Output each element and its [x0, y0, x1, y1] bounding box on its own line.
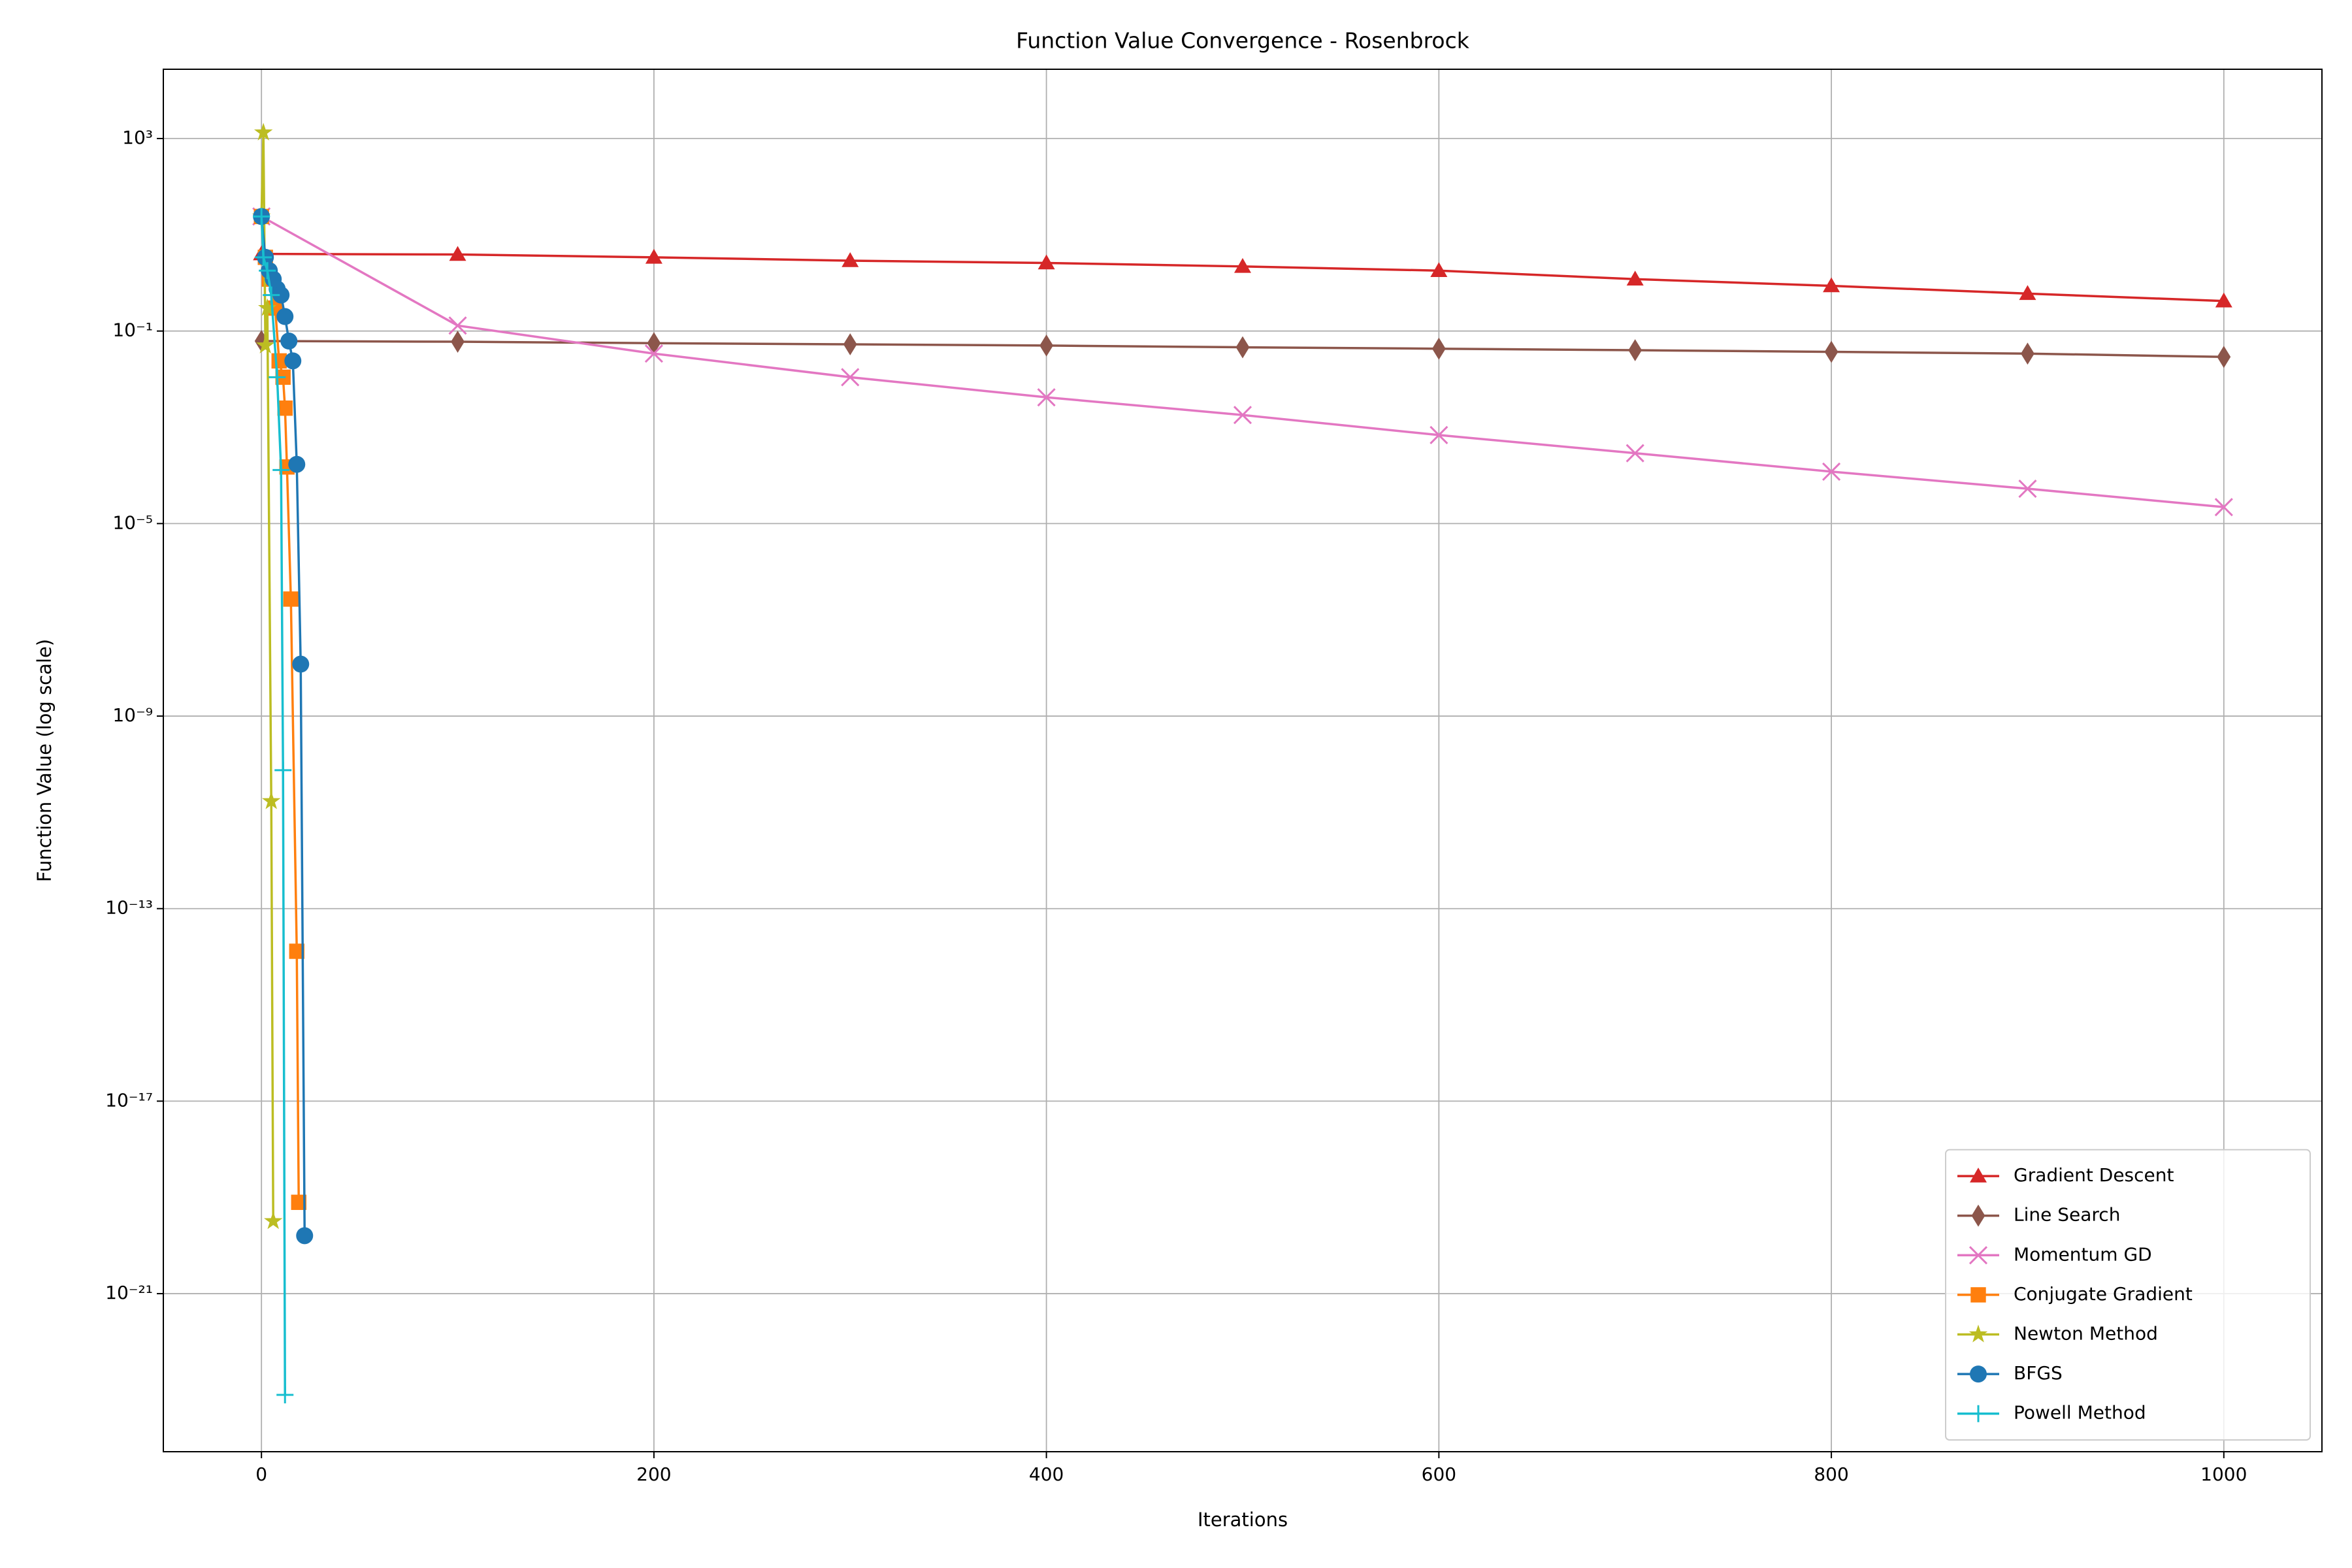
marker — [2019, 285, 2036, 301]
series-line — [260, 131, 274, 1222]
marker — [1823, 277, 1840, 293]
marker — [276, 1386, 294, 1403]
marker — [1970, 1287, 1986, 1303]
marker — [255, 248, 272, 266]
chart-title: Function Value Convergence - Rosenbrock — [1016, 28, 1470, 54]
legend-label: Conjugate Gradient — [2014, 1283, 2193, 1305]
marker — [280, 333, 298, 350]
marker — [1235, 336, 1250, 359]
marker — [269, 368, 286, 386]
x-tick-label: 600 — [1422, 1463, 1456, 1485]
legend-label: BFGS — [2014, 1362, 2063, 1384]
marker — [257, 298, 277, 316]
marker — [1970, 1405, 1987, 1422]
marker — [261, 791, 281, 809]
marker — [1970, 1168, 1987, 1183]
marker — [841, 252, 859, 267]
marker — [263, 1211, 283, 1230]
marker — [1625, 444, 1644, 463]
legend-label: Line Search — [2014, 1204, 2120, 1226]
x-tick-label: 800 — [1814, 1463, 1848, 1485]
marker — [448, 316, 467, 335]
y-tick-label: 10⁻¹ — [112, 319, 153, 341]
marker — [843, 333, 857, 355]
marker — [253, 122, 273, 141]
marker — [1430, 262, 1448, 277]
plot-area — [252, 122, 2233, 1403]
marker — [647, 332, 661, 355]
marker — [1037, 254, 1055, 270]
y-tick-label: 10⁻⁹ — [112, 704, 153, 726]
marker — [283, 591, 299, 607]
marker — [2215, 292, 2232, 308]
marker — [277, 400, 293, 416]
marker — [272, 461, 290, 479]
marker — [272, 286, 290, 304]
marker — [2018, 479, 2037, 498]
marker — [1970, 1365, 1987, 1383]
marker — [1626, 270, 1644, 286]
marker — [263, 286, 280, 304]
marker — [288, 455, 306, 473]
y-tick-label: 10⁻²¹ — [105, 1282, 153, 1303]
legend-label: Powell Method — [2014, 1402, 2146, 1424]
marker — [255, 335, 275, 353]
marker — [1971, 1204, 1985, 1227]
marker — [1968, 1324, 1988, 1343]
x-tick-label: 0 — [255, 1463, 267, 1485]
marker — [1429, 425, 1448, 444]
marker — [259, 262, 276, 280]
marker — [451, 331, 465, 353]
marker — [1968, 1246, 1988, 1265]
marker — [276, 308, 294, 325]
marker — [1431, 337, 1446, 360]
y-tick-label: 10⁻⁵ — [112, 512, 153, 533]
marker — [1233, 406, 1252, 425]
marker — [1037, 388, 1056, 407]
marker — [2214, 498, 2233, 517]
marker — [1822, 462, 1841, 481]
marker — [1039, 334, 1054, 357]
marker — [292, 655, 310, 673]
legend-label: Gradient Descent — [2014, 1164, 2174, 1186]
plot-frame — [163, 69, 2323, 1452]
x-tick-label: 200 — [636, 1463, 671, 1485]
marker — [841, 368, 860, 387]
legend: Gradient Descent Line Search Momentum GD Co… — [1945, 1149, 2311, 1441]
y-axis-label: Function Value (log scale) — [33, 639, 56, 882]
marker — [2217, 346, 2231, 368]
x-axis-label: Iterations — [1198, 1509, 1288, 1531]
marker — [274, 761, 292, 779]
marker — [2021, 342, 2034, 365]
marker — [284, 352, 302, 370]
marker — [289, 943, 304, 959]
marker — [645, 248, 662, 264]
marker — [253, 208, 270, 225]
marker — [449, 246, 466, 261]
y-tick-label: 10⁻¹³ — [105, 897, 153, 919]
legend-label: Newton Method — [2014, 1323, 2158, 1345]
x-tick-label: 1000 — [2200, 1463, 2247, 1485]
y-tick-label: 10⁻¹⁷ — [105, 1089, 153, 1111]
y-tick-label: 10³ — [122, 127, 153, 148]
marker — [296, 1227, 314, 1245]
legend-label: Momentum GD — [2014, 1243, 2152, 1265]
legend-box — [1945, 1149, 2311, 1441]
marker — [1824, 340, 1838, 363]
marker — [291, 1194, 306, 1210]
marker — [644, 344, 663, 363]
marker — [1234, 257, 1251, 273]
x-tick-label: 400 — [1029, 1463, 1064, 1485]
marker — [1628, 339, 1642, 361]
